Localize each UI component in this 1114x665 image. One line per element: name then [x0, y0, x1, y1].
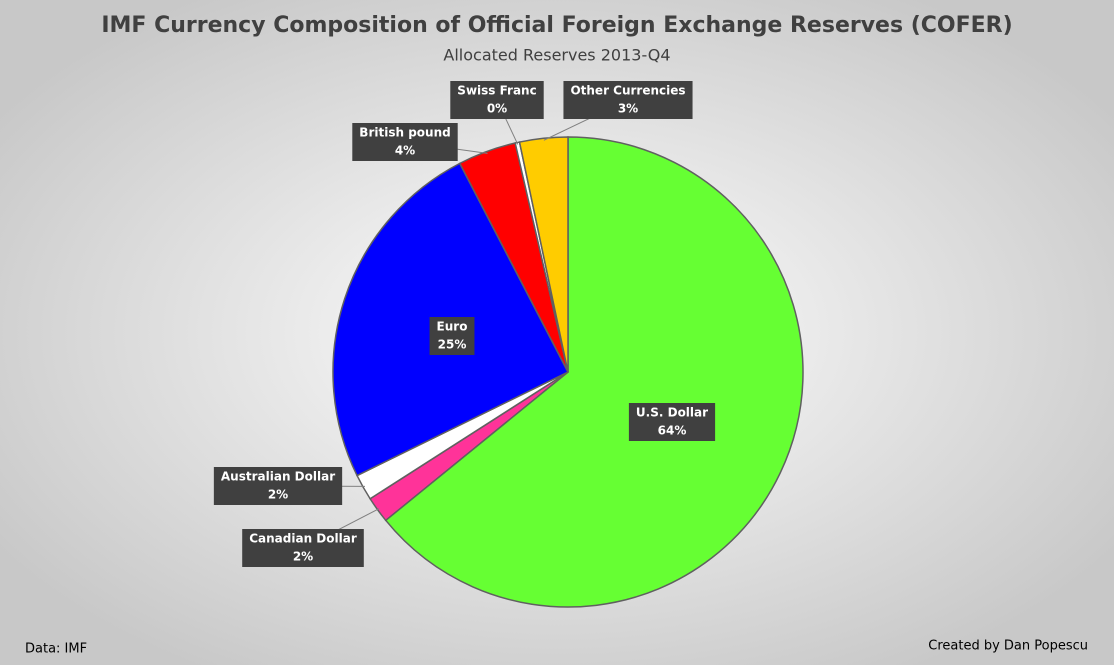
label-value: 4% — [395, 144, 415, 158]
label-name: U.S. Dollar — [636, 406, 708, 420]
label-box — [242, 529, 364, 567]
data-label: British pound 4% — [352, 123, 458, 161]
data-label: Euro 25% — [429, 317, 475, 355]
label-box — [429, 317, 475, 355]
data-label: Canadian Dollar 2% — [242, 529, 364, 567]
label-name: Other Currencies — [570, 84, 685, 98]
label-name: Canadian Dollar — [249, 532, 357, 546]
label-value: 0% — [487, 102, 507, 116]
label-box — [628, 403, 716, 441]
label-box — [213, 467, 343, 505]
label-value: 25% — [438, 338, 467, 352]
label-value: 3% — [618, 102, 638, 116]
label-name: Swiss Franc — [457, 84, 536, 98]
label-box — [450, 81, 544, 119]
label-name: Euro — [437, 320, 468, 334]
data-label: Australian Dollar 2% — [213, 467, 343, 505]
label-name: British pound — [359, 126, 450, 140]
label-box — [352, 123, 458, 161]
data-label: Other Currencies 3% — [563, 81, 693, 119]
data-label: Swiss Franc 0% — [450, 81, 544, 119]
label-name: Australian Dollar — [221, 470, 335, 484]
pie-slice — [384, 136, 804, 608]
chart-title: IMF Currency Composition of Official For… — [101, 13, 1012, 38]
chart-subtitle: Allocated Reserves 2013-Q4 — [443, 46, 670, 65]
label-value: 64% — [658, 424, 687, 438]
data-label: U.S. Dollar 64% — [628, 403, 716, 441]
credit: Created by Dan Popescu — [928, 639, 1088, 654]
source: Data: IMF — [25, 642, 87, 657]
label-value: 2% — [268, 488, 288, 502]
label-value: 2% — [293, 550, 313, 564]
pie-slice — [518, 136, 569, 373]
label-box — [563, 81, 693, 119]
